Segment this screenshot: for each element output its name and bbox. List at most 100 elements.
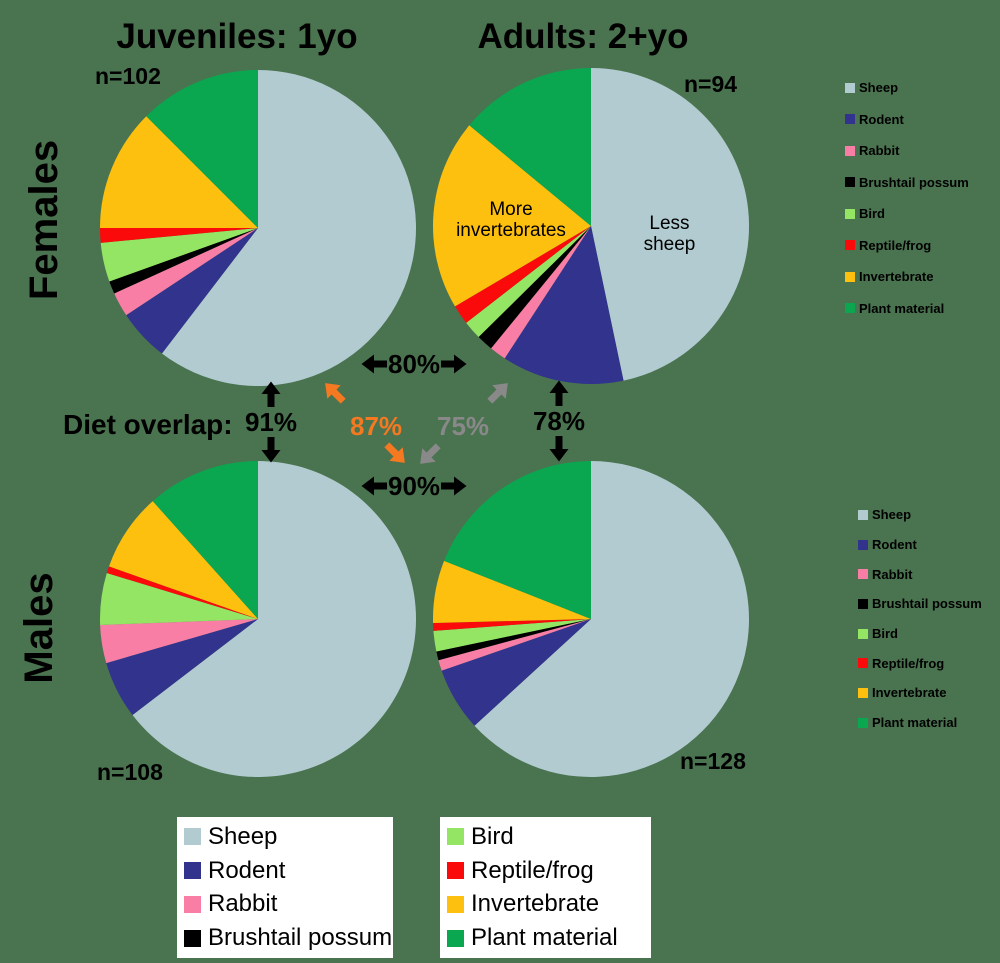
pie-slice-reptile-frog <box>455 226 591 323</box>
pie-slice-sheep <box>132 461 417 777</box>
legend-box-right: Bird Reptile/frog Invertebrate Plant materi… <box>440 817 651 958</box>
n-label-male-juvenile: n=108 <box>97 759 163 785</box>
legend-swatch-reptile-frog <box>858 658 868 669</box>
legend-item-rabbit: Rabbit <box>858 559 982 589</box>
pie-slice-brushtail-possum <box>109 228 258 294</box>
pie-slice-brushtail-possum <box>478 226 591 349</box>
legend-label: Rabbit <box>872 566 913 582</box>
legend-swatch-reptile-frog <box>447 862 464 880</box>
legend-item-plant-material: Plant material <box>858 708 982 738</box>
legend-item-rabbit: Rabbit <box>845 135 969 167</box>
legend-item-rodent: Rodent <box>845 104 969 136</box>
n-label-male-adult: n=128 <box>680 748 746 774</box>
legend-item-sheep: Sheep <box>177 823 393 851</box>
pie-slice-rabbit <box>491 226 591 359</box>
legend-item-rabbit: Rabbit <box>177 890 393 918</box>
legend-label: Reptile/frog <box>859 237 932 253</box>
legend-item-bird: Bird <box>845 198 969 230</box>
legend-item-rodent: Rodent <box>858 530 982 560</box>
pie-slice-sheep <box>161 70 417 386</box>
pie-slice-reptile-frog <box>100 228 258 243</box>
pie-slice-rodent <box>504 226 624 385</box>
legend-label: Rodent <box>872 537 917 553</box>
pie-slice-brushtail-possum <box>436 619 591 661</box>
arrow-down-right-orange-icon <box>384 442 405 463</box>
pie-slice-bird <box>100 228 258 282</box>
pie-slice-invertebrate <box>100 116 258 228</box>
row-label-males: Males <box>17 572 61 684</box>
legend-label: Plant material <box>471 924 618 952</box>
legend-item-invertebrate: Invertebrate <box>440 890 651 918</box>
legend-swatch-brushtail-possum <box>184 929 201 947</box>
pie-slice-sheep <box>591 68 750 381</box>
diet-overlap-heading: Diet overlap: <box>63 409 233 440</box>
title-juveniles: Juveniles: 1yo <box>116 17 358 56</box>
arrow-up-icon <box>261 381 281 407</box>
row-label-females: Females <box>22 139 66 300</box>
pie-slice-rabbit <box>438 619 591 671</box>
arrow-down-icon <box>261 437 281 463</box>
overlap-adults-group: 78% <box>531 380 587 462</box>
legend-swatch-plant-material <box>858 717 868 728</box>
legend-swatch-invertebrate <box>447 895 464 913</box>
pie-male-juvenile <box>99 461 417 777</box>
legend-label: Reptile/frog <box>471 856 594 884</box>
overlap-males-group: 90% <box>361 472 467 500</box>
legend-item-reptile-frog: Reptile/frog <box>440 857 651 885</box>
legend-swatch-rabbit <box>858 569 868 580</box>
legend-label: Plant material <box>872 715 958 731</box>
legend-item-brushtail-possum: Brushtail possum <box>177 924 393 952</box>
arrow-up-left-orange-icon <box>325 383 346 404</box>
legend-swatch-bird <box>845 208 855 219</box>
arrow-down-left-gray-icon <box>420 443 441 464</box>
legend-swatch-plant-material <box>447 929 464 947</box>
annotation-more-invertebrates: More invertebrates <box>456 199 566 241</box>
legend-swatch-rabbit <box>845 145 855 156</box>
pie-slice-rodent <box>126 228 258 354</box>
pie-male-adult <box>433 461 749 777</box>
pie-slice-rodent <box>441 619 591 726</box>
n-label-female-juvenile: n=102 <box>95 63 161 89</box>
legend-swatch-invertebrate <box>845 271 855 282</box>
legend-item-brushtail-possum: Brushtail possum <box>845 167 969 199</box>
arrow-up-right-gray-icon <box>487 383 508 404</box>
legend-item-plant-material: Plant material <box>845 293 969 325</box>
legend-item-invertebrate: Invertebrate <box>858 678 982 708</box>
pie-slice-rabbit <box>114 228 258 316</box>
arrow-up-icon <box>549 380 569 406</box>
pie-slice-reptile-frog <box>433 619 591 631</box>
arrow-right-icon <box>441 354 467 374</box>
legend-label: Bird <box>859 206 885 222</box>
legend-label: Brushtail possum <box>872 596 982 612</box>
legend-item-sheep: Sheep <box>858 500 982 530</box>
overlap-females-group: 80% <box>361 350 467 378</box>
pie-slice-rodent <box>106 619 258 716</box>
pie-slice-invertebrate <box>433 560 591 623</box>
pie-slice-invertebrate <box>109 501 258 619</box>
legend-label: Rodent <box>859 111 904 127</box>
legend-label: Invertebrate <box>859 269 934 285</box>
legend-swatch-sheep <box>858 509 868 520</box>
overlap-adults-value: 78% <box>532 406 586 436</box>
legend-swatch-brushtail-possum <box>845 177 855 188</box>
legend-item-rodent: Rodent <box>177 857 393 885</box>
pie-slice-plant-material <box>444 461 591 619</box>
legend-right-top: Sheep Rodent Rabbit Brushtail possum Bird Rep… <box>845 72 969 324</box>
overlap-cross-orange-value: 87% <box>350 411 403 441</box>
pie-slice-rabbit <box>100 619 258 664</box>
legend-swatch-bird <box>858 628 868 639</box>
legend-swatch-sheep <box>845 82 855 93</box>
overlap-males-value: 90% <box>388 471 441 501</box>
pie-slice-invertebrate <box>432 125 591 307</box>
legend-label: Bird <box>872 626 898 642</box>
legend-swatch-rodent <box>184 862 201 880</box>
legend-label: Bird <box>471 822 514 850</box>
legend-swatch-invertebrate <box>858 687 868 698</box>
pie-female-juvenile <box>100 70 417 386</box>
legend-label: Invertebrate <box>471 890 600 918</box>
legend-box-left: Sheep Rodent Rabbit Brushtail possum <box>177 817 393 958</box>
legend-swatch-sheep <box>184 828 201 846</box>
arrow-left-icon <box>361 476 387 496</box>
legend-label: Brushtail possum <box>208 924 393 952</box>
